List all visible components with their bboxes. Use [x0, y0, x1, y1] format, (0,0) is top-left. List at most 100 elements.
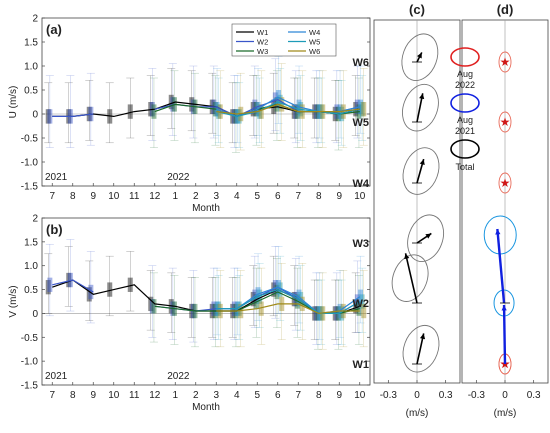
panel-b-ytick-label: 0.5	[24, 285, 38, 296]
legend-label-aug2021-year: 2021	[455, 126, 475, 136]
panel-c-ellipse-W5	[402, 83, 439, 132]
panel-b-label: (b)	[46, 222, 63, 237]
panel-d-ellipse-aug2022-W5	[498, 111, 512, 133]
legend-label-W6: W6	[309, 47, 320, 56]
panel-a-xtick-label: 9	[90, 191, 96, 202]
panel-a-box	[272, 92, 278, 107]
panel-d-marker-aug2022-W4: ★	[500, 176, 511, 190]
panel-c-vector-W2	[404, 253, 418, 304]
panel-a-xtick-label: 11	[129, 191, 140, 202]
legend-label-W5: W5	[309, 38, 320, 47]
panel-b-box	[149, 299, 155, 314]
panel-d-ellipse-aug2022-W6	[498, 51, 512, 73]
panel-b-xtick-label: 5	[254, 390, 260, 401]
panel-b-box	[86, 287, 92, 302]
panel-a-ytick-label: -1.5	[21, 182, 39, 193]
panel-b-year-2021: 2021	[45, 371, 68, 382]
panel-a-series-W5	[216, 101, 360, 118]
panel-a-box	[168, 94, 174, 110]
panel-c-label: (c)	[409, 2, 425, 17]
panel-b-box	[107, 282, 113, 297]
panel-c-vector-W1-head	[419, 333, 426, 340]
panel-a-xtick-label: 9	[336, 191, 342, 202]
panel-b-box	[358, 289, 364, 304]
panel-c-vector-W3-head	[425, 233, 432, 239]
panel-a-xtick-label: 8	[316, 191, 322, 202]
panel-b-xtick-label: 8	[316, 390, 322, 401]
panel-b-xtick-label: 7	[49, 390, 55, 401]
panel-c-level-W2: W2	[353, 298, 370, 310]
panel-c-ellipse-W1	[402, 324, 440, 373]
panel-d-marker-aug2022-W6: ★	[500, 55, 511, 69]
panel-b-box	[47, 277, 53, 292]
panel-b-xtick-label: 9	[336, 390, 342, 401]
panel-a-ytick-label: 0	[32, 110, 38, 121]
panel-d-vector-W1-head	[501, 305, 507, 311]
panel-b-xtick-label: 10	[108, 390, 120, 401]
legend-label-aug2022-month: Aug	[457, 69, 473, 79]
panel-a-xtick-label: 8	[70, 191, 76, 202]
panel-d-vector-W1	[502, 304, 507, 365]
panel-a-box	[230, 109, 236, 124]
panel-b-series-W5	[216, 288, 361, 314]
panel-a-box	[291, 104, 297, 119]
panel-c-vector-W2-head	[404, 253, 410, 260]
panel-b-box	[127, 277, 133, 292]
legend-ellipse-aug2022	[450, 47, 480, 67]
panel-b-box	[313, 306, 319, 321]
panel-a-xlabel: Month	[192, 203, 220, 214]
panel-a-ytick-label: 0.5	[24, 86, 38, 97]
panel-c-ellipse-W3	[407, 214, 445, 262]
panel-c-vector-W4-head	[419, 159, 425, 166]
panel-a-box	[277, 94, 283, 110]
panel-b-box	[236, 301, 242, 316]
panel-a-xtick-label: 10	[108, 191, 120, 202]
panel-a-year-2021: 2021	[45, 172, 68, 183]
panel-b-ytick-label: 1.5	[24, 237, 38, 248]
panel-c-vector-W5-head	[419, 93, 425, 100]
panel-a-box	[127, 104, 133, 119]
panel-b-box	[258, 301, 264, 316]
panel-b-ytick-label: 0	[32, 309, 38, 320]
panel-c-xlabel: (m/s)	[406, 408, 429, 419]
panel-b-xtick-label: 1	[172, 390, 178, 401]
panel-a-xtick-label: 12	[149, 191, 161, 202]
panel-d-ellipse-aug2022-W4	[498, 172, 512, 194]
panel-b-box	[354, 294, 360, 309]
panel-d-vector-W3	[496, 228, 506, 304]
panel-b-box	[257, 289, 263, 304]
panel-c-xtick-label: 0.3	[439, 390, 453, 401]
panel-b-ytick-label: 1.0	[24, 261, 38, 272]
panel-b-ylabel: V (m/s)	[8, 285, 19, 317]
panel-b-ytick-label: -1.0	[21, 357, 39, 368]
panel-a-box	[252, 99, 258, 114]
panel-b-ytick-label: 2	[32, 214, 38, 225]
legend-ellipse-aug2021	[450, 93, 480, 113]
panel-c-vector-W6-head	[417, 52, 422, 59]
panel-a-series-W6	[216, 103, 360, 115]
panel-a-xtick-label: 10	[354, 191, 366, 202]
panel-a-label: (a)	[46, 22, 62, 37]
panel-d-xtick-label: -0.3	[468, 390, 486, 401]
panel-b-box	[359, 294, 365, 309]
panel-b-box	[148, 296, 154, 312]
panel-a-box	[359, 102, 365, 117]
panel-a-ytick-label: 2	[32, 14, 38, 25]
panel-c-xtick-label: 0	[414, 390, 420, 401]
panel-b-box	[151, 299, 157, 314]
panel-b-ytick-label: -0.5	[21, 333, 39, 344]
panel-b-xtick-label: 2	[193, 390, 199, 401]
panel-b-xtick-label: 9	[90, 390, 96, 401]
legend-label-W2: W2	[257, 38, 268, 47]
legend-label-W1: W1	[257, 28, 268, 37]
panel-c-ellipse-W4	[402, 147, 440, 195]
panel-b-box	[312, 306, 318, 321]
panel-b-xtick-label: 6	[275, 390, 281, 401]
panel-b-xtick-label: 4	[234, 390, 240, 401]
panel-b-box	[66, 272, 72, 288]
legend-label-aug2021-month: Aug	[457, 115, 473, 125]
panel-d-xtick-label: 0.3	[527, 390, 541, 401]
panel-a-box	[47, 109, 53, 124]
panel-a-xtick-label: 7	[49, 191, 55, 202]
